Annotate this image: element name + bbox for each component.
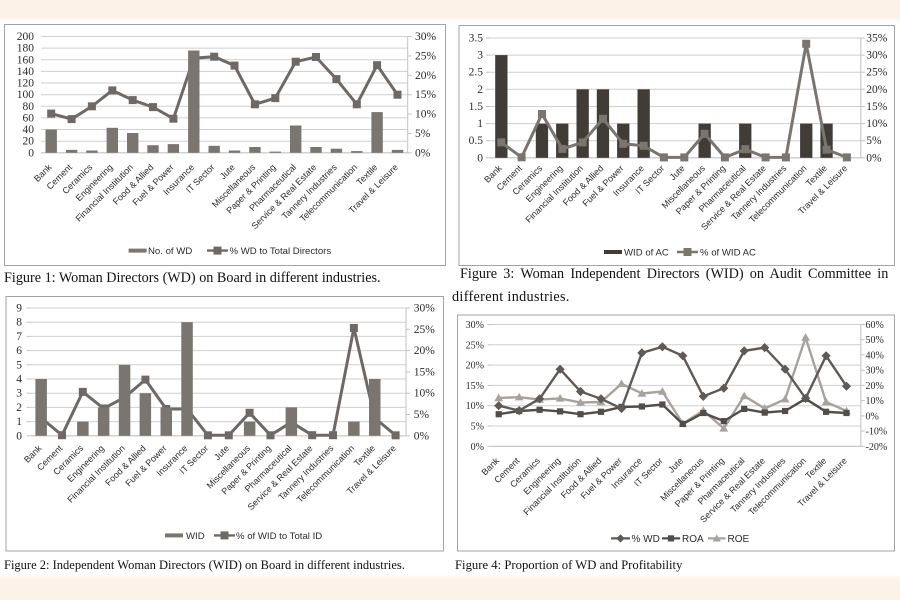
svg-text:0%: 0% — [414, 430, 430, 442]
svg-text:100: 100 — [17, 89, 35, 101]
svg-text:2: 2 — [16, 402, 22, 414]
svg-text:30%: 30% — [414, 303, 436, 315]
svg-text:180: 180 — [17, 43, 35, 55]
svg-text:15%: 15% — [466, 381, 484, 392]
svg-text:5%: 5% — [866, 135, 882, 147]
svg-text:1: 1 — [16, 416, 22, 428]
svg-text:15%: 15% — [866, 101, 888, 113]
svg-text:0: 0 — [477, 152, 483, 164]
svg-text:-20%: -20% — [866, 442, 888, 453]
svg-text:0%: 0% — [866, 411, 879, 422]
svg-text:10%: 10% — [866, 396, 884, 407]
svg-text:10%: 10% — [466, 401, 484, 412]
svg-text:% WD to Total Directors: % WD to Total Directors — [230, 246, 332, 257]
svg-text:20%: 20% — [415, 70, 437, 82]
svg-text:1.5: 1.5 — [469, 101, 484, 113]
svg-text:% WD: % WD — [632, 534, 660, 545]
svg-text:5%: 5% — [415, 128, 431, 140]
svg-text:20%: 20% — [866, 381, 884, 392]
svg-text:10%: 10% — [866, 118, 888, 130]
svg-text:40: 40 — [23, 124, 35, 136]
svg-text:60: 60 — [23, 112, 35, 124]
svg-text:50%: 50% — [866, 335, 884, 346]
svg-text:0: 0 — [16, 430, 22, 442]
svg-text:120: 120 — [17, 78, 35, 90]
svg-text:0.5: 0.5 — [469, 135, 484, 147]
svg-text:30%: 30% — [866, 50, 888, 62]
svg-text:10%: 10% — [414, 388, 436, 400]
svg-text:% of WID to Total ID: % of WID to Total ID — [236, 531, 322, 542]
svg-text:25%: 25% — [466, 340, 484, 351]
svg-text:WID of AC: WID of AC — [624, 248, 669, 259]
svg-text:2: 2 — [477, 84, 483, 96]
svg-text:No. of WD: No. of WD — [148, 246, 192, 257]
svg-text:% of WID AC: % of WID AC — [700, 248, 756, 259]
svg-text:9: 9 — [16, 303, 22, 315]
svg-text:20: 20 — [23, 136, 35, 148]
svg-text:0%: 0% — [415, 147, 431, 159]
svg-text:0%: 0% — [866, 152, 882, 164]
svg-text:6: 6 — [16, 345, 22, 357]
svg-text:35%: 35% — [866, 33, 888, 45]
svg-text:30%: 30% — [466, 320, 484, 331]
svg-text:4: 4 — [16, 374, 22, 386]
svg-text:30%: 30% — [866, 366, 884, 377]
svg-text:0%: 0% — [471, 442, 484, 453]
svg-text:140: 140 — [17, 66, 35, 78]
svg-text:5: 5 — [16, 359, 22, 371]
svg-text:25%: 25% — [866, 67, 888, 79]
svg-text:200: 200 — [17, 31, 35, 43]
svg-text:7: 7 — [16, 331, 22, 343]
svg-text:-10%: -10% — [866, 427, 888, 438]
svg-text:8: 8 — [16, 317, 22, 329]
svg-text:20%: 20% — [866, 84, 888, 96]
svg-text:5%: 5% — [471, 422, 484, 433]
svg-text:40%: 40% — [866, 350, 884, 361]
svg-text:20%: 20% — [466, 361, 484, 372]
svg-text:160: 160 — [17, 54, 35, 66]
svg-text:10%: 10% — [415, 109, 437, 121]
svg-text:25%: 25% — [414, 324, 436, 336]
svg-text:30%: 30% — [415, 31, 437, 43]
svg-text:20%: 20% — [414, 345, 436, 357]
svg-text:3: 3 — [477, 50, 483, 62]
svg-text:3.5: 3.5 — [469, 33, 484, 45]
svg-text:25%: 25% — [415, 50, 437, 62]
svg-text:15%: 15% — [414, 366, 436, 378]
svg-text:3: 3 — [16, 388, 22, 400]
svg-text:ROA: ROA — [682, 534, 704, 545]
svg-text:15%: 15% — [415, 89, 437, 101]
svg-text:1: 1 — [477, 118, 483, 130]
svg-text:60%: 60% — [866, 320, 884, 331]
svg-text:80: 80 — [23, 101, 35, 113]
svg-text:ROE: ROE — [728, 534, 750, 545]
svg-text:0: 0 — [28, 147, 34, 159]
svg-text:WID: WID — [186, 531, 205, 542]
svg-text:5%: 5% — [414, 409, 430, 421]
svg-text:2.5: 2.5 — [469, 67, 484, 79]
